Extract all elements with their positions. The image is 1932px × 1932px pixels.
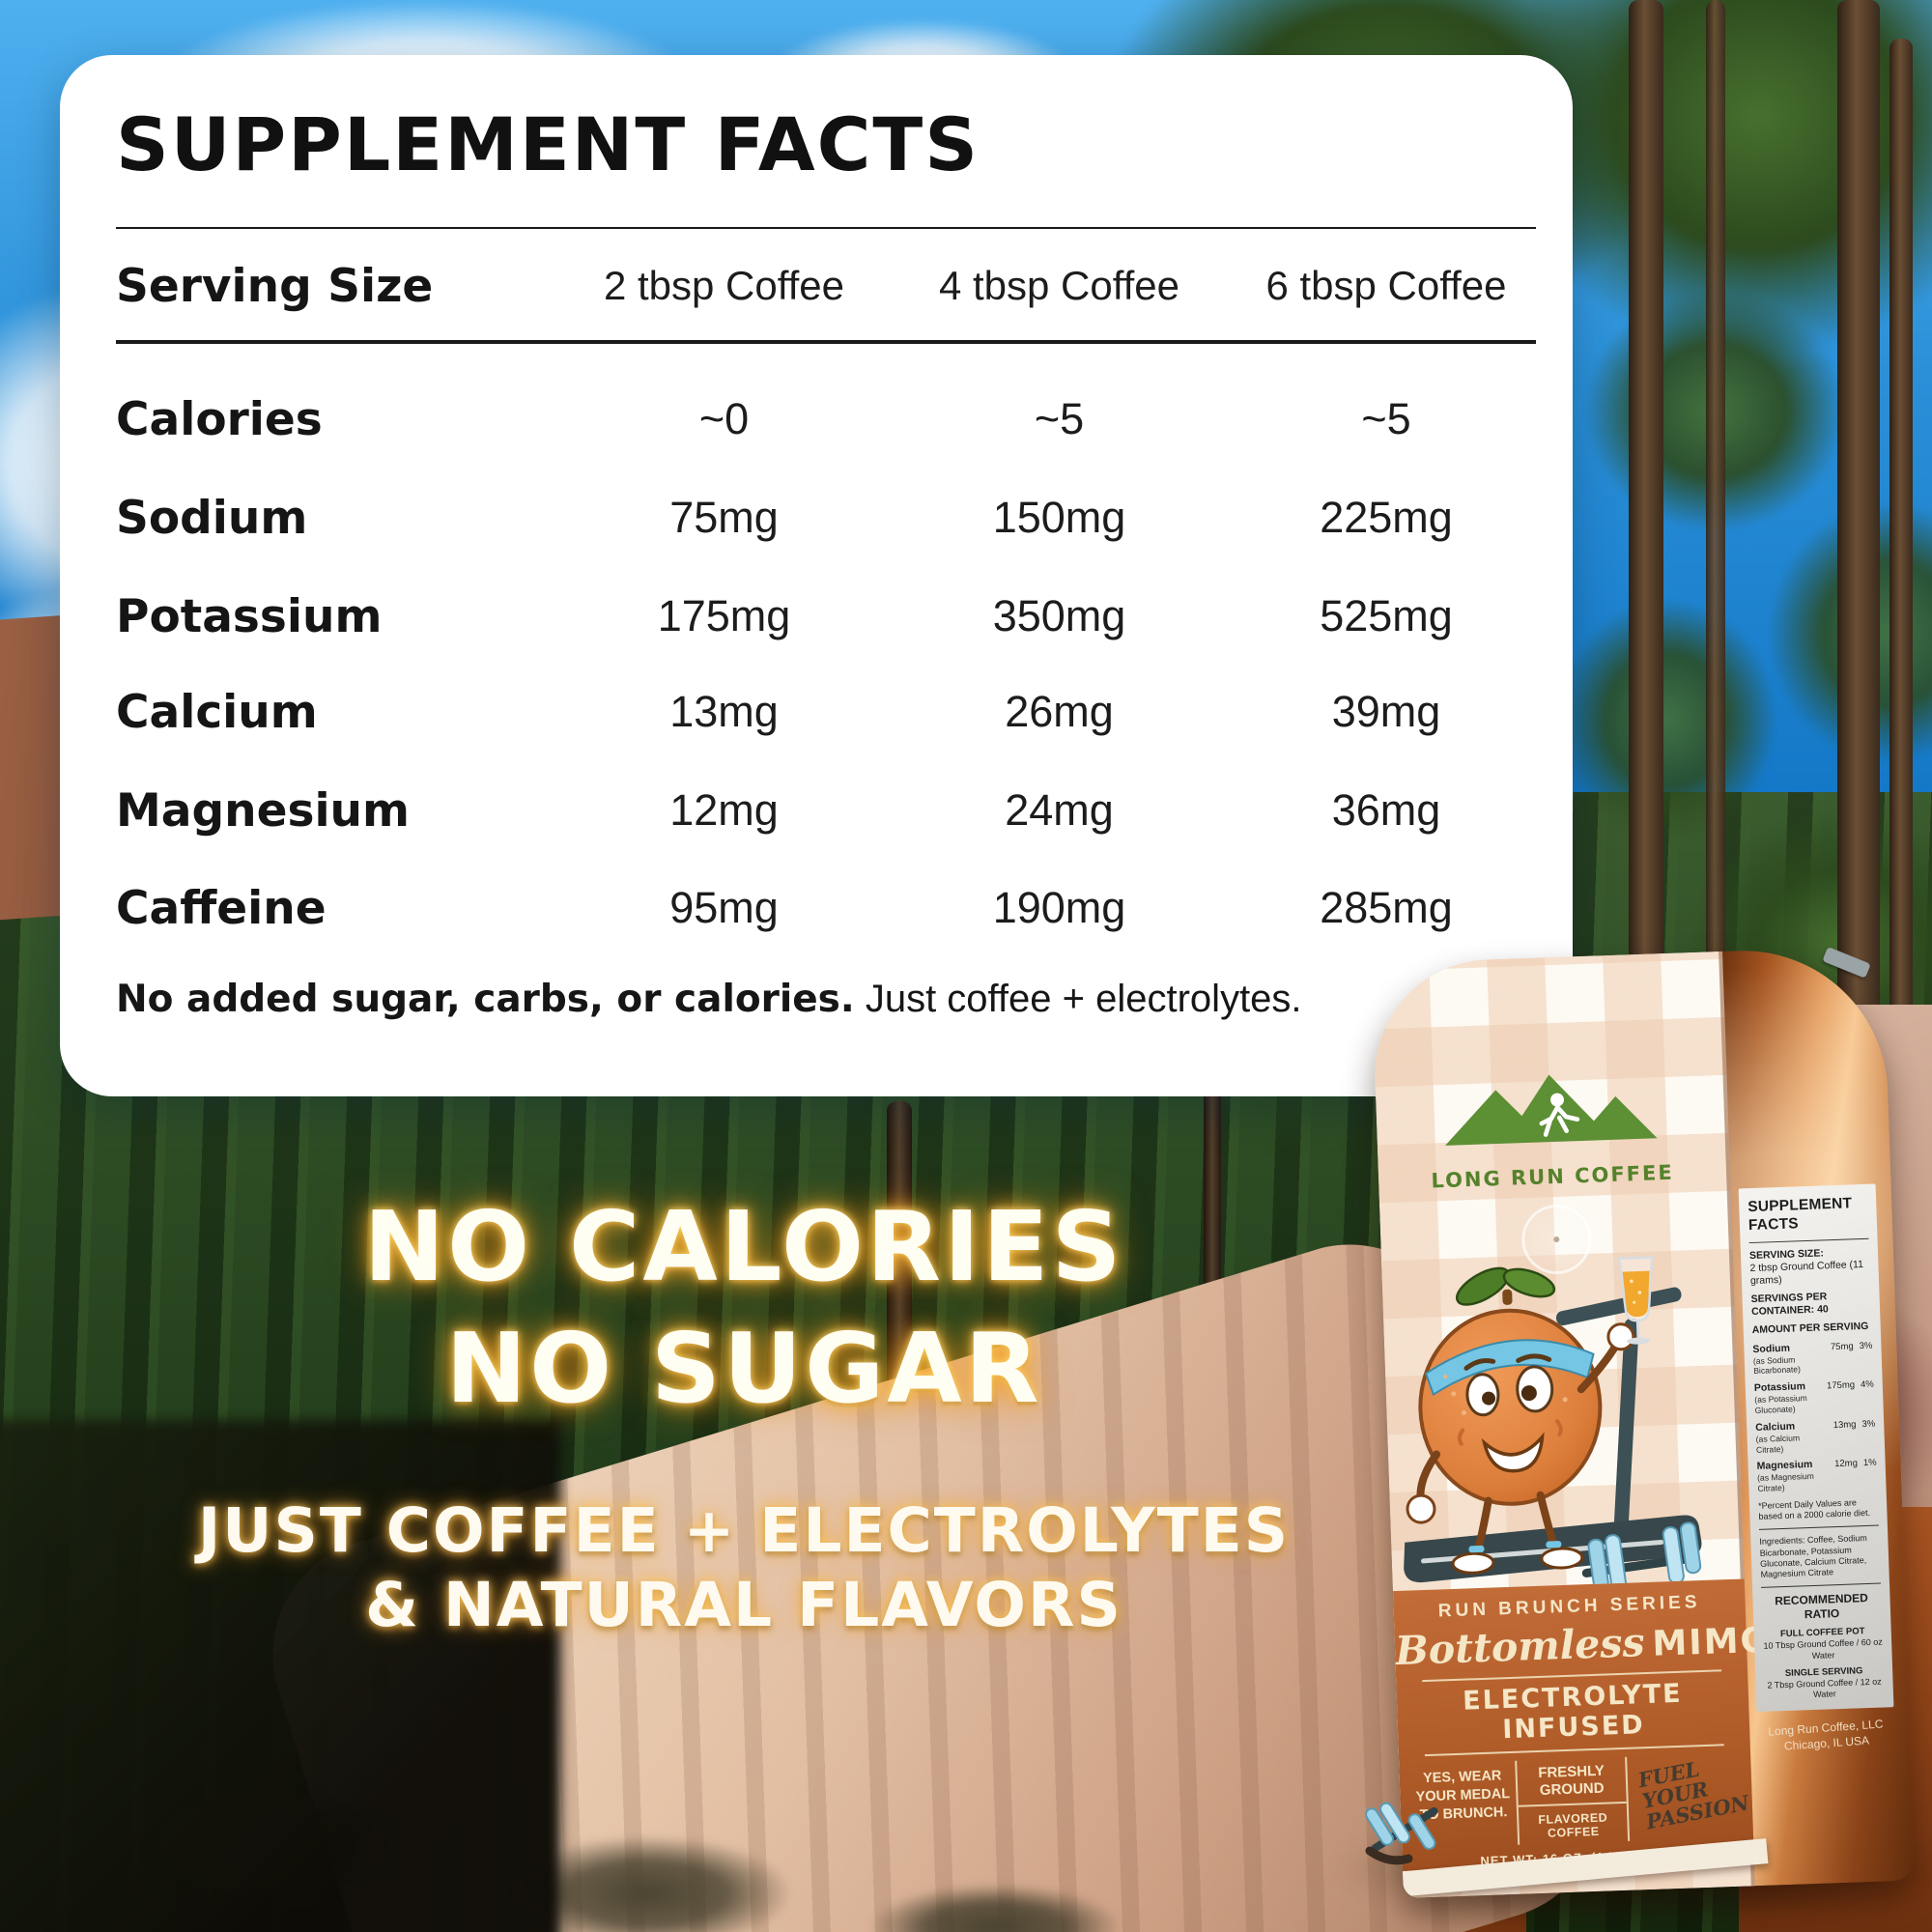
tree-trunk [1629, 0, 1663, 1111]
side-nutrient-row: Sodium (as Sodium Bicarbonate) 75mg 3% [1752, 1340, 1873, 1377]
badge-row: YES, WEAR YOUR MEDAL TO BRUNCH. FRESHLY … [1408, 1753, 1751, 1849]
headline-natural-flavors: & NATURAL FLAVORS [365, 1570, 1122, 1640]
divider [116, 227, 1536, 229]
table-row: Sodium 75mg 150mg 225mg [116, 491, 1453, 545]
card-footnote: No added sugar, carbs, or calories. Just… [116, 978, 1302, 1021]
side-nutrient-row: Magnesium (as Magnesium Citrate) 12mg 1% [1756, 1457, 1877, 1494]
mountain-runner-logo-icon [1445, 1074, 1658, 1146]
brand-logo: LONG RUN COFFEE [1375, 1060, 1726, 1194]
divider [116, 340, 1536, 344]
headline-no-calories: NO CALORIES [363, 1190, 1124, 1303]
table-row: Calories ~0 ~5 ~5 [116, 392, 1411, 446]
mascot-face [1443, 1353, 1568, 1473]
column-header: 6 tbsp Coffee [1265, 263, 1507, 308]
supplement-facts-card: SUPPLEMENT FACTS Serving Size 2 tbsp Cof… [60, 55, 1573, 1096]
side-supplement-label: SUPPLEMENT FACTS SERVING SIZE: 2 tbsp Gr… [1738, 1183, 1894, 1713]
table-row: Calcium 13mg 26mg 39mg [116, 685, 1441, 739]
bag-body: LONG RUN COFFEE [1371, 946, 1916, 1898]
tree-trunk [1889, 39, 1913, 1130]
table-row: Potassium 175mg 350mg 525mg [116, 589, 1453, 643]
headline-no-sugar: NO SUGAR [445, 1312, 1042, 1425]
column-header: 4 tbsp Coffee [938, 263, 1180, 308]
dumbbell-icon [1365, 1802, 1438, 1865]
table-row: Magnesium 12mg 24mg 36mg [116, 783, 1441, 838]
badge-ground: FRESHLY GROUND FLAVORED COFFEE [1517, 1756, 1631, 1845]
table-row: Caffeine 95mg 190mg 285mg [116, 881, 1453, 935]
mascot-scene [1404, 1256, 1702, 1592]
side-nutrient-row: Potassium (as Potassium Gluconate) 175mg 4… [1753, 1378, 1874, 1415]
flavor-name: Bottomless MIMOSA [1394, 1618, 1829, 1675]
serving-size-label: Serving Size [116, 259, 434, 313]
orange-mascot [1406, 1256, 1654, 1575]
side-nutrient-row: Calcium (as Calcium Citrate) 13mg 3% [1755, 1418, 1876, 1455]
shadowed-forest [0, 1420, 560, 1932]
tree-foliage [1555, 599, 1777, 840]
coffee-bag: LONG RUN COFFEE [1371, 946, 1916, 1898]
serving-size-row: Serving Size 2 tbsp Coffee 4 tbsp Coffee… [116, 254, 1546, 318]
champagne-flute-icon [1617, 1256, 1654, 1345]
infused-label: ELECTROLYTE INFUSED [1462, 1678, 1684, 1746]
column-header: 2 tbsp Coffee [603, 263, 845, 308]
badge-fuel: FUEL YOUR PASSION [1635, 1756, 1751, 1834]
tree-trunk [1706, 0, 1725, 1043]
card-title: SUPPLEMENT FACTS [116, 101, 980, 187]
headline-just-coffee: JUST COFFEE + ELECTROLYTES [197, 1495, 1291, 1566]
